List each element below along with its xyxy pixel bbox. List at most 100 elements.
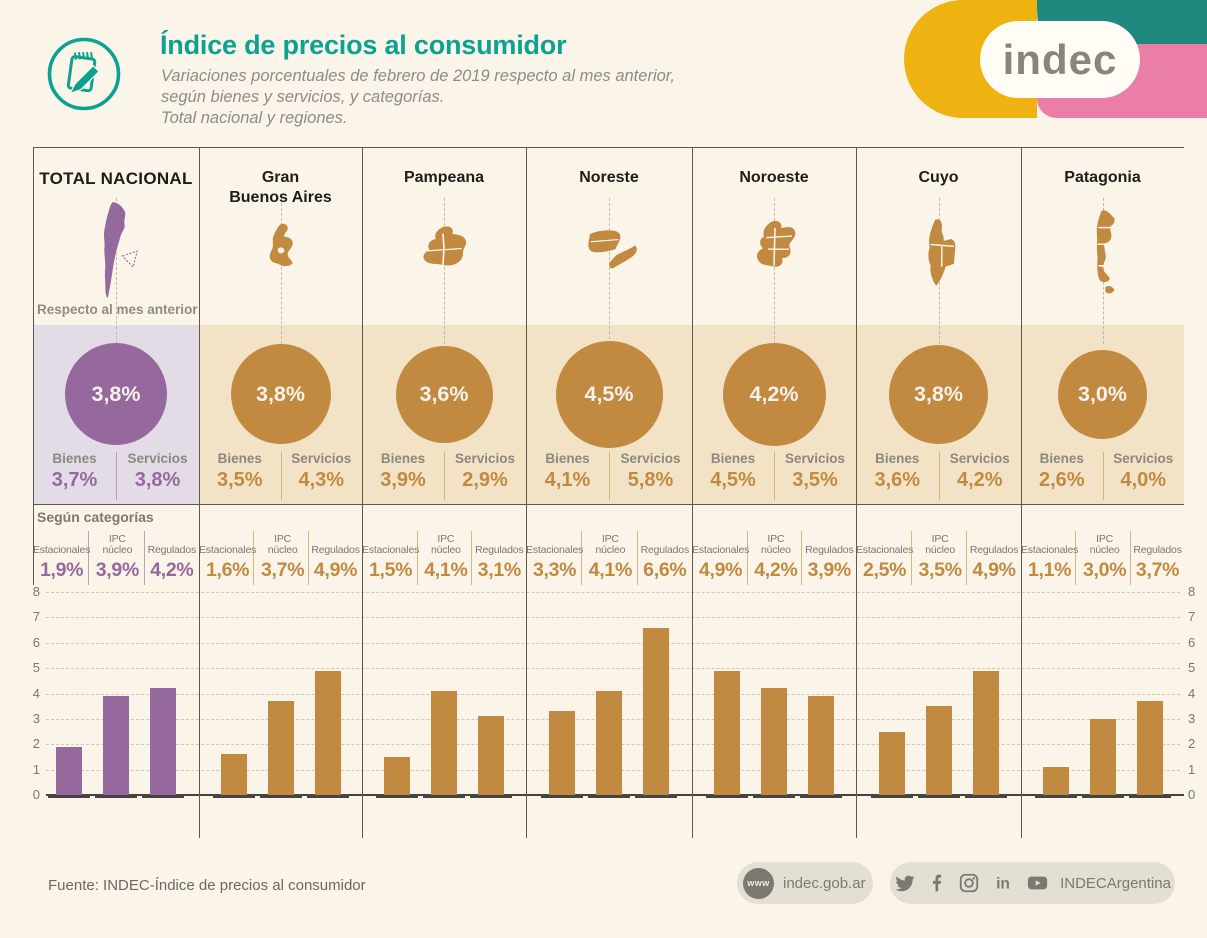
bar xyxy=(643,627,669,795)
servicios-cell: Servicios 2,9% xyxy=(444,449,526,503)
center-dotted-line xyxy=(609,198,610,344)
source-note: Fuente: INDEC-Índice de precios al consu… xyxy=(48,877,366,894)
servicios-value: 3,5% xyxy=(792,469,838,491)
category-label: IPC núcleo xyxy=(1089,532,1120,557)
servicios-label: Servicios xyxy=(620,451,681,466)
headline-circle: 4,5% xyxy=(555,340,663,448)
category-label: Regulados xyxy=(805,544,854,557)
website-url[interactable]: indec.gob.ar xyxy=(783,874,866,892)
facebook-icon[interactable] xyxy=(927,873,947,893)
category-value: 3,9% xyxy=(95,559,140,581)
noreste-map xyxy=(588,230,637,269)
category-value: 3,0% xyxy=(1082,559,1127,581)
category-value: 3,7% xyxy=(1135,559,1180,581)
logo-wordmark: indec xyxy=(980,21,1140,98)
bar xyxy=(1089,718,1116,795)
bienes-label: Bienes xyxy=(217,451,262,466)
category-cell: IPC núcleo 4,2% xyxy=(749,529,802,587)
bienes-servicios-row: Bienes 2,6% Servicios 4,0% xyxy=(1021,449,1184,503)
chart-baseline xyxy=(46,794,1184,796)
category-value: 4,1% xyxy=(424,559,468,581)
region-map xyxy=(577,224,641,298)
category-cell: Regulados 3,7% xyxy=(1131,529,1184,587)
pampeana-map xyxy=(423,226,467,266)
y-axis-label-right: 3 xyxy=(1188,710,1196,726)
www-icon: www xyxy=(743,867,774,899)
category-divider xyxy=(143,531,145,585)
region-name-line: Cuyo xyxy=(918,169,959,186)
bar-base-tick xyxy=(1034,796,1077,798)
headline-circle: 3,8% xyxy=(889,344,988,444)
bienes-value: 3,6% xyxy=(874,469,921,491)
category-cell: Regulados 3,1% xyxy=(473,529,526,587)
category-cell: Regulados 4,9% xyxy=(967,529,1021,587)
region-map xyxy=(1080,208,1126,306)
bar xyxy=(150,688,176,795)
linkedin-icon[interactable]: in xyxy=(991,872,1015,894)
y-axis-label-right: 2 xyxy=(1188,736,1196,752)
bar xyxy=(925,706,952,795)
category-cell: Estacionales 1,1% xyxy=(1021,529,1078,587)
column-divider xyxy=(1021,148,1022,838)
y-axis-label-right: 4 xyxy=(1188,685,1196,701)
category-cell: Estacionales 2,5% xyxy=(856,529,913,587)
region-name-line: Noroeste xyxy=(739,169,809,186)
bar-base-tick xyxy=(964,796,1007,798)
subtitle-line: Total nacional y regiones. xyxy=(161,109,348,128)
bienes-value: 3,9% xyxy=(380,469,426,491)
bar xyxy=(549,711,575,795)
servicios-cell: Servicios 5,8% xyxy=(609,449,692,503)
bar xyxy=(103,696,129,795)
region-map xyxy=(413,222,475,300)
category-divider xyxy=(1129,531,1131,585)
bienes-servicios-row: Bienes 4,1% Servicios 5,8% xyxy=(526,449,692,503)
bienes-label: Bienes xyxy=(1039,451,1084,466)
bar-base-tick xyxy=(306,796,349,798)
y-axis-label-left: 7 xyxy=(32,609,40,625)
category-divider xyxy=(911,531,912,585)
bar-base-tick xyxy=(1081,796,1124,798)
twitter-icon[interactable] xyxy=(894,872,916,894)
region-map xyxy=(911,216,967,308)
bar-base-tick xyxy=(706,796,748,798)
column-divider xyxy=(856,148,857,838)
headline-circle: 3,0% xyxy=(1058,349,1147,439)
page-subtitle: Variaciones porcentuales de febrero de 2… xyxy=(161,66,675,129)
category-label: Estacionales xyxy=(33,544,91,557)
youtube-icon[interactable] xyxy=(1026,872,1049,894)
category-value: 4,2% xyxy=(754,559,798,581)
bar-base-tick xyxy=(259,796,302,798)
instagram-icon[interactable] xyxy=(958,872,980,894)
category-value: 1,5% xyxy=(368,559,413,581)
category-divider xyxy=(253,531,255,585)
website-pill[interactable]: www indec.gob.ar xyxy=(737,862,873,904)
category-divider xyxy=(307,531,309,585)
table-left-border xyxy=(33,147,34,585)
region-name: Noroeste xyxy=(692,168,856,188)
category-cell: IPC núcleo 3,7% xyxy=(256,529,309,587)
category-cell: Regulados 6,6% xyxy=(638,529,692,587)
www-text: www xyxy=(747,878,770,888)
social-handle[interactable]: INDECArgentina xyxy=(1060,874,1171,892)
table-top-border xyxy=(33,147,1184,148)
bar-base-tick xyxy=(423,796,465,798)
region-map xyxy=(84,200,148,300)
category-cell: Estacionales 1,6% xyxy=(199,529,256,587)
bienes-servicios-row: Bienes 3,9% Servicios 2,9% xyxy=(362,449,526,503)
bar xyxy=(384,756,410,795)
bar-base-tick xyxy=(142,796,184,798)
y-axis-label-right: 0 xyxy=(1188,787,1196,802)
category-label: Estacionales xyxy=(362,544,420,557)
bienes-servicios-row: Bienes 4,5% Servicios 3,5% xyxy=(692,449,856,503)
category-label: Regulados xyxy=(640,544,690,557)
subtitle-line: según bienes y servicios, y categorías. xyxy=(161,88,445,107)
categories-row: Estacionales 1,9% IPC núcleo 3,9% Regulados 4… xyxy=(33,529,199,587)
gridline xyxy=(46,617,1180,619)
y-axis-label-left: 1 xyxy=(32,761,40,777)
category-label: Estacionales xyxy=(692,544,750,557)
region-name-line: Patagonia xyxy=(1064,169,1141,186)
bar-base-tick xyxy=(541,796,583,798)
servicios-cell: Servicios 4,2% xyxy=(939,449,1022,503)
category-cell: Regulados 4,9% xyxy=(309,529,362,587)
